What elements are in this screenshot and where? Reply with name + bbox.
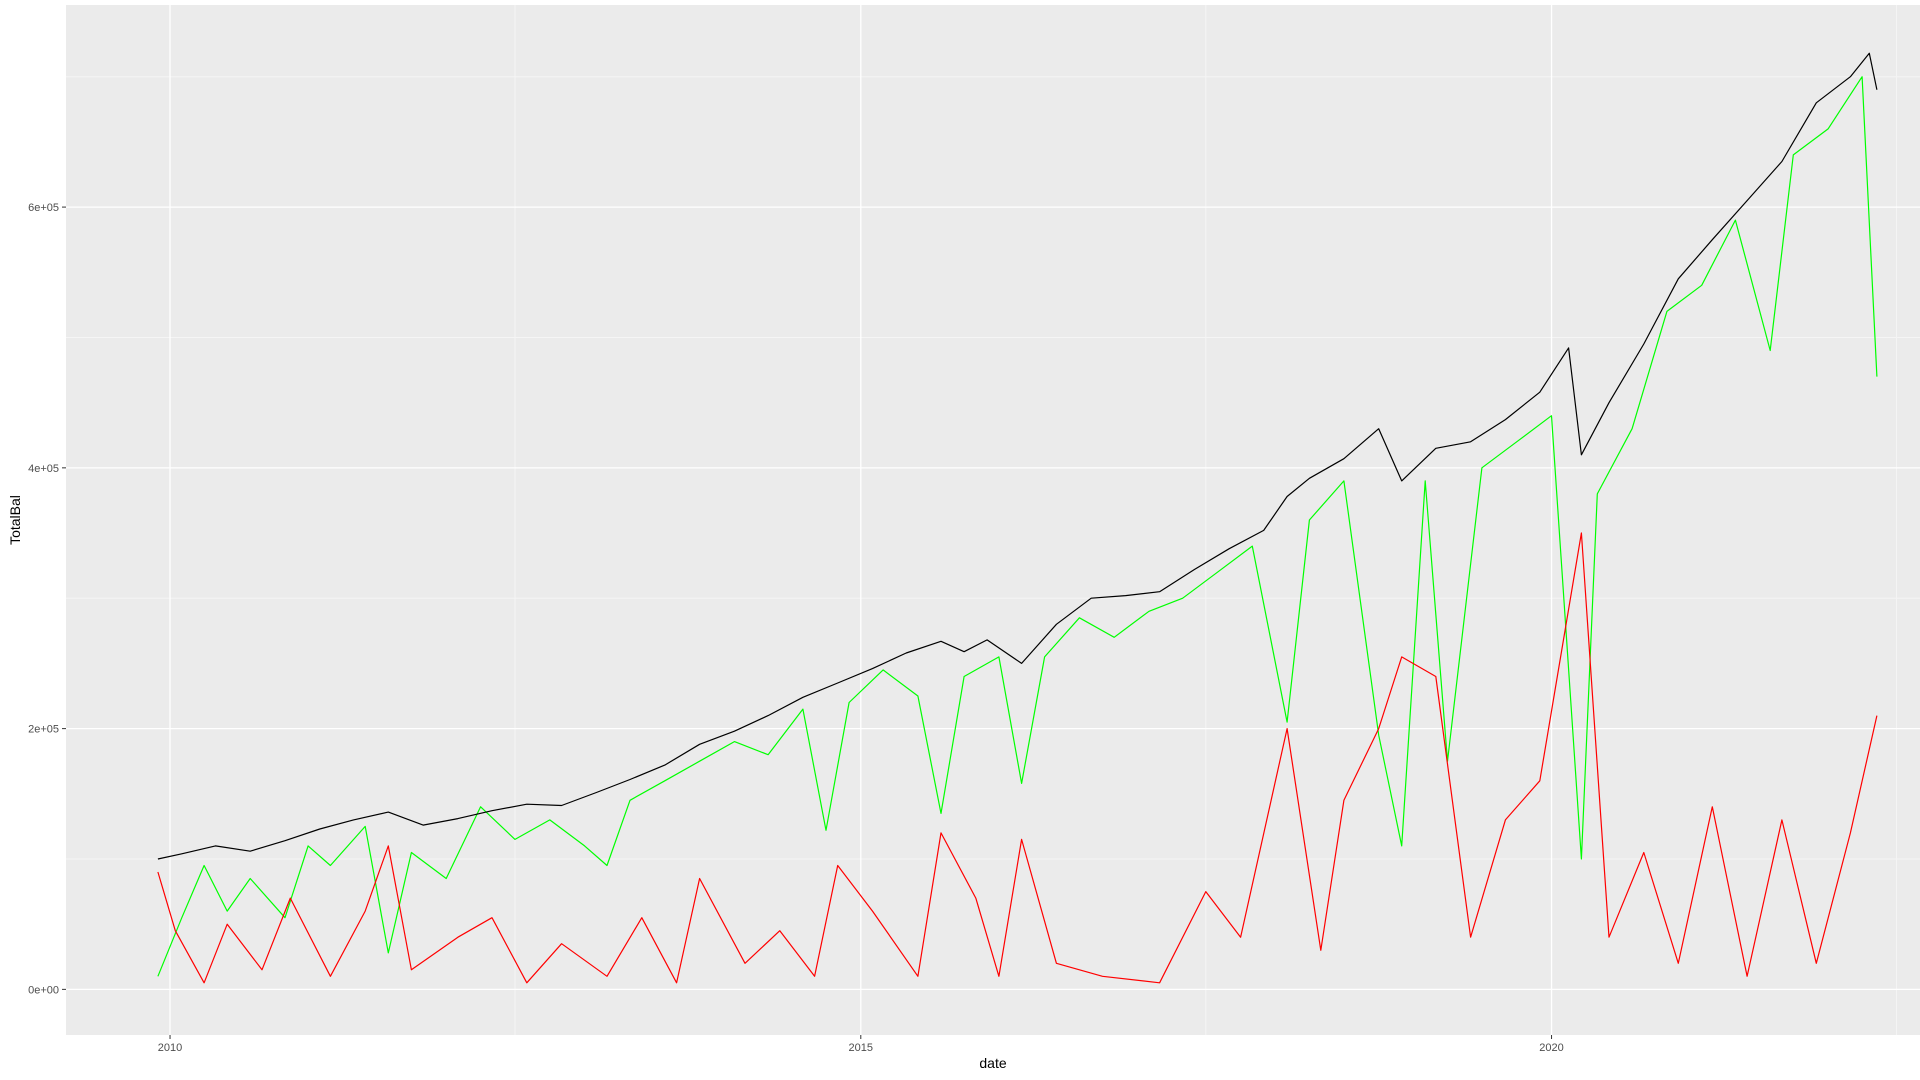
series-layer — [157, 52, 1878, 984]
y-tick-label: 2e+05 — [28, 724, 59, 736]
y-tick-label: 0e+00 — [28, 984, 59, 996]
y-axis: 0e+00 2e+05 4e+05 6e+05 — [28, 202, 66, 996]
x-tick-label: 2020 — [1539, 1042, 1563, 1054]
y-tick-label: 4e+05 — [28, 463, 59, 475]
x-tick-label: 2010 — [158, 1042, 182, 1054]
green-series-line — [157, 76, 1878, 977]
plot-panel — [66, 5, 1920, 1035]
x-axis-title: date — [979, 1055, 1006, 1071]
minor-gridlines — [66, 5, 1920, 1035]
red-series-line — [157, 532, 1878, 984]
x-axis: 2010 2015 2020 — [158, 1035, 1564, 1054]
y-tick-label: 6e+05 — [28, 202, 59, 214]
y-axis-title: TotalBal — [7, 495, 23, 545]
black-series-line — [157, 52, 1878, 860]
x-tick-label: 2015 — [849, 1042, 873, 1054]
